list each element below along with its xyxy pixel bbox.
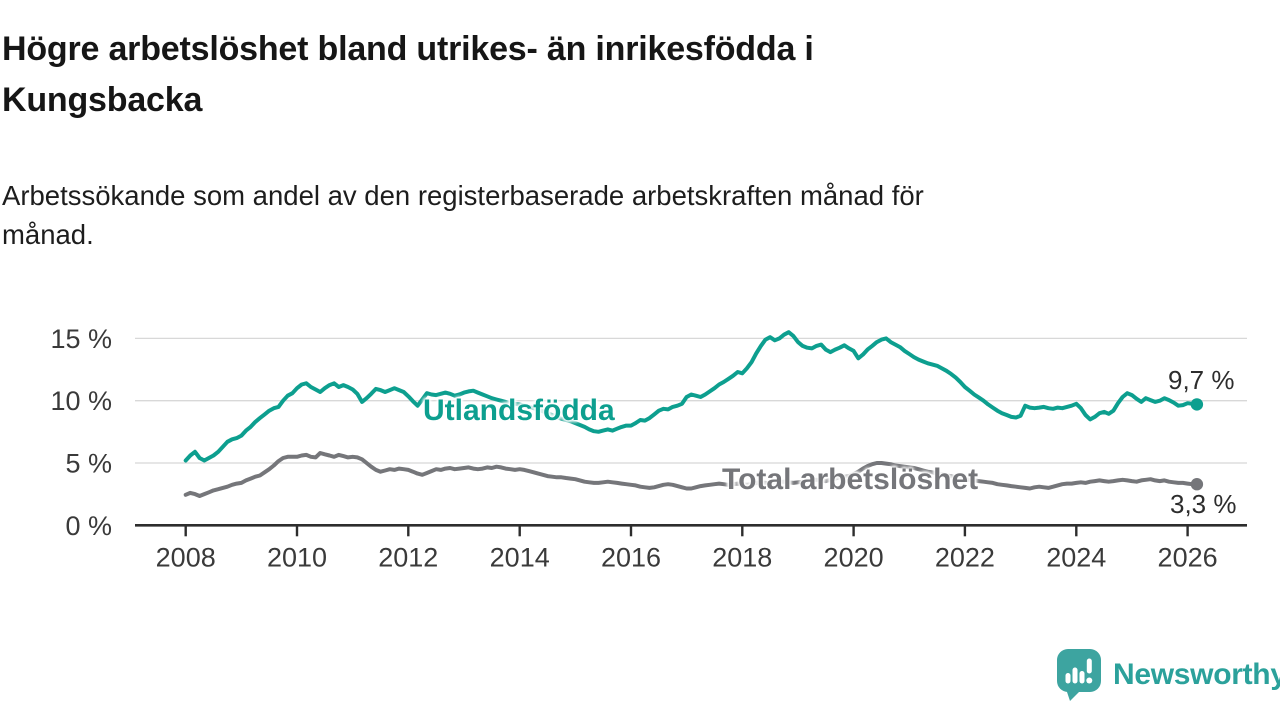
x-tick-label: 2026: [1158, 542, 1218, 572]
series-line: [183, 330, 1199, 463]
x-tick-label: 2008: [156, 542, 216, 572]
y-gridlines: [135, 337, 1247, 464]
x-tick-label: 2018: [712, 542, 772, 572]
x-tick-label: 2012: [378, 542, 438, 572]
end-value-label-total: 3,3 %: [1170, 489, 1237, 519]
series-label-total-arbetsloshet: Total arbetslöshet: [722, 463, 979, 496]
axis-labels: 0 % 5 % 10 % 15 % 2008 2010 2012 2014 2016 2018 20…: [50, 324, 1217, 572]
chart-subtitle: Arbetssökande som andel av den registerb…: [2, 180, 924, 250]
newsworthy-logo: Newsworthy: [1056, 648, 1280, 702]
series-line: [183, 451, 1199, 498]
x-axis: [135, 523, 1247, 537]
end-value-label-utlandsfodda: 9,7 %: [1168, 365, 1235, 395]
series-lines: [183, 330, 1199, 498]
series-end-dot: [1190, 478, 1204, 491]
page-title: Högre arbetslöshet bland utrikes- än inr…: [2, 30, 814, 119]
x-tick-label: 2020: [824, 542, 884, 572]
series-end-dot: [1190, 398, 1204, 411]
x-tick-label: 2016: [601, 542, 661, 572]
newsworthy-speech-bubble-chart-icon: [1057, 649, 1101, 701]
y-tick-label: 10 %: [50, 386, 112, 416]
series-end-dots: [1190, 398, 1204, 491]
y-tick-label: 5 %: [65, 449, 112, 479]
y-tick-label: 0 %: [65, 511, 112, 541]
x-tick-label: 2014: [490, 542, 550, 572]
series-label-utlandsfodda: Utlandsfödda: [423, 394, 615, 427]
x-tick-label: 2024: [1046, 542, 1106, 572]
y-tick-label: 15 %: [50, 324, 112, 354]
x-tick-label: 2010: [267, 542, 327, 572]
newsworthy-wordmark: Newsworthy: [1113, 658, 1280, 691]
x-tick-label: 2022: [935, 542, 995, 572]
